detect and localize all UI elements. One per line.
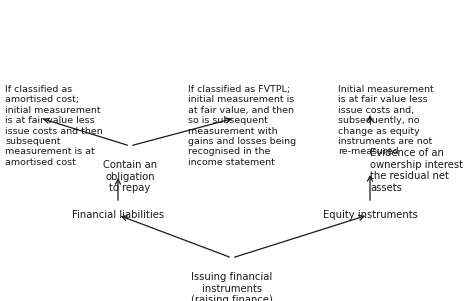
Text: Contain an
obligation
to repay: Contain an obligation to repay — [103, 160, 157, 193]
Text: Equity instruments: Equity instruments — [323, 210, 418, 220]
Text: If classified as FVTPL;
initial measurement is
at fair value, and then
so is sub: If classified as FVTPL; initial measurem… — [188, 85, 296, 167]
Text: If classified as
amortised cost;
initial measurement
is at fair value less
issue: If classified as amortised cost; initial… — [5, 85, 103, 167]
Text: Evidence of an
ownership interest in
the residual net
assets: Evidence of an ownership interest in the… — [370, 148, 465, 193]
Text: Initial measurement
is at fair value less
issue costs and,
subsequently, no
chan: Initial measurement is at fair value les… — [338, 85, 434, 157]
Text: Issuing financial
instruments
(raising finance): Issuing financial instruments (raising f… — [191, 272, 273, 301]
Text: Financial liabilities: Financial liabilities — [72, 210, 164, 220]
